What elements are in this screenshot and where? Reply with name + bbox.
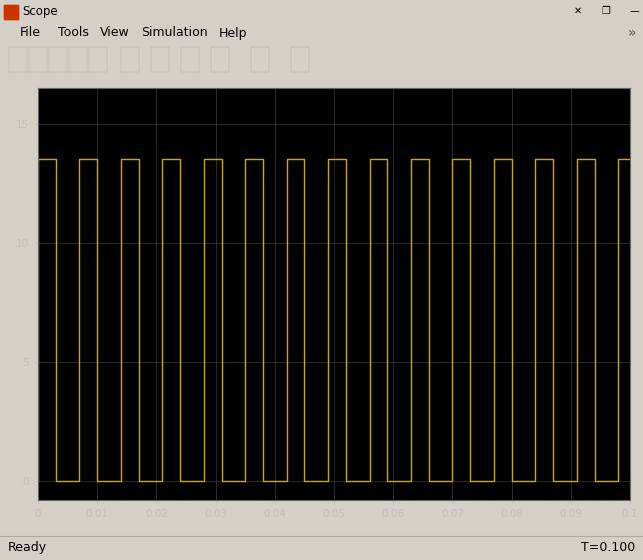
Bar (181, 47, 199, 72)
Bar (251, 47, 269, 72)
Bar (151, 47, 169, 72)
Text: Help: Help (219, 26, 247, 40)
Bar (593, 1, 619, 21)
Text: T=0.100: T=0.100 (581, 541, 635, 554)
Bar (621, 1, 643, 21)
Bar (89, 47, 107, 72)
Text: ✕: ✕ (574, 6, 582, 16)
Text: —: — (629, 6, 639, 16)
Bar (49, 47, 67, 72)
Bar (211, 47, 229, 72)
Bar (29, 47, 47, 72)
Bar (9, 47, 27, 72)
Text: Simulation: Simulation (141, 26, 208, 40)
Text: View: View (100, 26, 129, 40)
Text: Ready: Ready (8, 541, 47, 554)
Text: File: File (19, 26, 41, 40)
Text: Tools: Tools (58, 26, 89, 40)
Bar (69, 47, 87, 72)
Bar (291, 47, 309, 72)
Bar (4, 5, 18, 19)
Text: »: » (628, 26, 637, 40)
Text: Scope: Scope (22, 4, 58, 17)
Bar (565, 1, 591, 21)
Bar (4, 5, 18, 19)
Bar (121, 47, 139, 72)
Text: ❐: ❐ (602, 6, 610, 16)
